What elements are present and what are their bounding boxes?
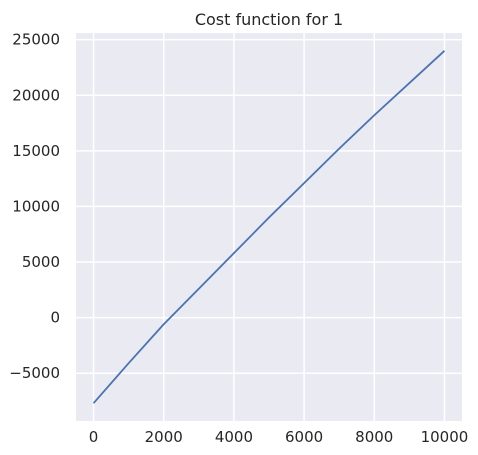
chart-title: Cost function for 1 — [195, 10, 343, 29]
plot-area — [76, 33, 462, 421]
y-tick-label: 0 — [50, 309, 60, 327]
y-tick-label: 5000 — [22, 253, 60, 271]
y-tick-label: 15000 — [12, 142, 60, 160]
series-group — [92, 50, 446, 404]
series-line — [92, 50, 446, 404]
x-tick-labels: 0 2000 4000 6000 8000 10000 — [89, 428, 469, 446]
y-tick-label: 20000 — [12, 86, 60, 104]
grid-lines — [76, 33, 462, 421]
x-tick-label: 2000 — [145, 428, 183, 446]
x-tick-label: 0 — [89, 428, 99, 446]
x-tick-label: 4000 — [215, 428, 253, 446]
x-tick-label: 6000 — [285, 428, 323, 446]
y-tick-labels: −5000 0 5000 10000 15000 20000 25000 — [9, 31, 60, 383]
y-tick-label: −5000 — [9, 364, 60, 382]
x-tick-label: 10000 — [421, 428, 469, 446]
y-tick-label: 10000 — [12, 197, 60, 215]
x-tick-label: 8000 — [355, 428, 393, 446]
y-tick-label: 25000 — [12, 31, 60, 49]
